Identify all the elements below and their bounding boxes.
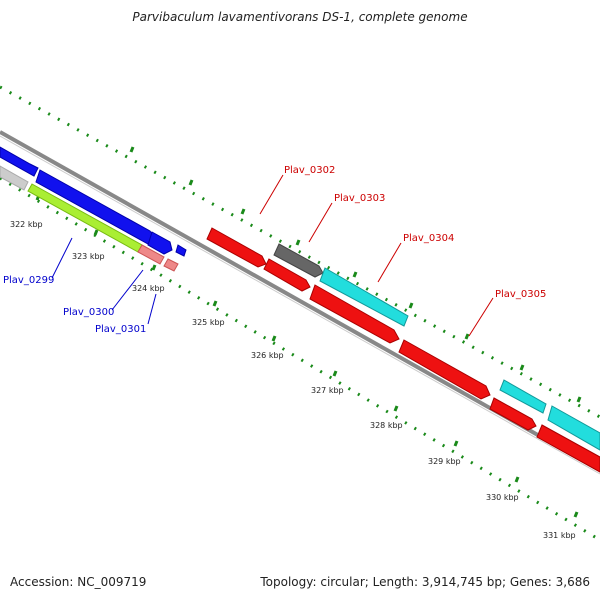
forward-strand-genes [206, 227, 600, 473]
gene-red-plav0305 [398, 339, 491, 400]
inner-tick-ring [0, 176, 600, 542]
gene-labels: Plav_0299 Plav_0300 Plav_0301 Plav_0302 … [3, 165, 546, 335]
tick-label: 330 kbp [486, 493, 519, 502]
gene-red-3 [536, 424, 600, 473]
gene-blue-small-2 [175, 244, 187, 257]
gene-red-plav0304 [309, 284, 400, 344]
gene-label-plav0299[interactable]: Plav_0299 [3, 275, 54, 286]
outer-tick-ring [0, 85, 600, 419]
gene-label-plav0301[interactable]: Plav_0301 [95, 324, 146, 335]
gene-label-plav0305[interactable]: Plav_0305 [495, 289, 546, 300]
tick-label: 326 kbp [251, 351, 284, 360]
gene-label-plav0300[interactable]: Plav_0300 [63, 307, 114, 318]
inner-major-ticks [35, 194, 579, 518]
tick-label: 325 kbp [192, 318, 225, 327]
accession-label: Accession: NC_009719 [10, 575, 147, 589]
gene-red-1 [206, 227, 267, 268]
gene-light-gray [0, 165, 29, 191]
gene-label-plav0302[interactable]: Plav_0302 [284, 165, 335, 176]
tick-label: 328 kbp [370, 421, 403, 430]
map-title: Parvibaculum lavamentivorans DS-1, compl… [132, 10, 468, 24]
gene-cyan-2 [499, 379, 547, 414]
outer-major-ticks [129, 146, 582, 403]
genome-backbone [0, 130, 600, 475]
tick-labels: 322 kbp 323 kbp 324 kbp 325 kbp 326 kbp … [10, 220, 576, 540]
gene-label-plav0303[interactable]: Plav_0303 [334, 193, 385, 204]
reverse-strand-genes [0, 146, 187, 272]
gene-gray-plav0303 [273, 243, 324, 278]
gene-pink-plav0301 [163, 258, 179, 272]
tick-label: 329 kbp [428, 457, 461, 466]
tick-label: 323 kbp [72, 252, 105, 261]
gene-blue-small-1 [147, 231, 173, 255]
gene-cyan-3 [547, 405, 600, 451]
tick-label: 331 kbp [543, 531, 576, 540]
gene-pink-plav0300 [137, 244, 165, 265]
gene-red-plav0302 [263, 258, 311, 292]
gene-label-plav0304[interactable]: Plav_0304 [403, 233, 454, 244]
topology-summary: Topology: circular; Length: 3,914,745 bp… [260, 575, 590, 589]
gene-cyan-plav0304 [319, 267, 409, 327]
gene-red-2 [489, 397, 537, 431]
label-leader-lines [51, 174, 494, 337]
gene-blue-1 [0, 146, 39, 177]
tick-label: 324 kbp [132, 284, 165, 293]
tick-label: 327 kbp [311, 386, 344, 395]
tick-label: 322 kbp [10, 220, 43, 229]
